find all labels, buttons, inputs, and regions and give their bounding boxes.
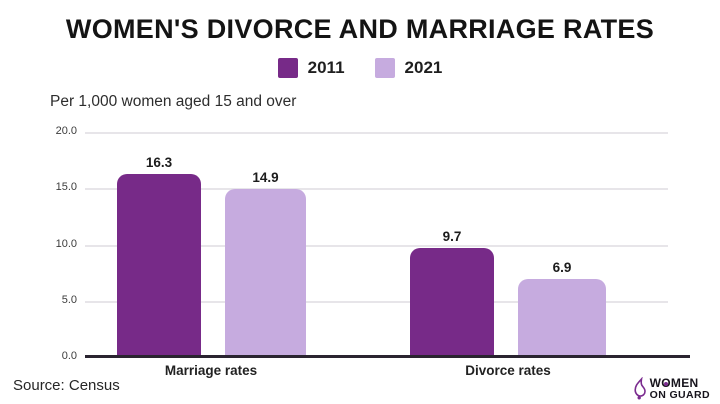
logo-line1: WOMEN — [650, 377, 710, 389]
bar — [410, 247, 494, 357]
bar-value-label: 6.9 — [552, 260, 572, 276]
bar-divorce-2011: 9.7 — [410, 132, 494, 357]
y-tick-15: 15.0 — [55, 181, 77, 193]
bar-value-label: 9.7 — [442, 228, 462, 244]
legend-label-2021: 2021 — [404, 58, 443, 77]
legend-item-2011: 2011 — [277, 58, 345, 78]
bar-marriage-2021: 14.9 — [225, 132, 306, 357]
bar-value-label: 14.9 — [252, 170, 279, 186]
bar-value-label: 16.3 — [145, 154, 173, 170]
x-axis-line — [85, 355, 690, 358]
o-dot-icon — [664, 381, 669, 386]
chart-subtitle: Per 1,000 women aged 15 and over — [50, 93, 297, 110]
y-tick-20: 20.0 — [55, 125, 77, 137]
gridline-5 — [85, 301, 668, 303]
logo-letter: W — [649, 376, 662, 391]
plot-area: 20.0 15.0 10.0 5.0 0.0 16.3 14.9 9.7 6.9… — [56, 125, 690, 378]
y-tick-10: 10.0 — [55, 238, 77, 250]
y-tick-0: 0.0 — [61, 350, 77, 362]
category-label-divorce: Divorce rates — [465, 363, 551, 378]
gridline-20 — [85, 132, 668, 134]
logo-line2: ON GUARD — [649, 389, 710, 402]
bar — [117, 173, 201, 357]
legend-swatch-2021 — [374, 58, 395, 78]
legend-label-2011: 2011 — [307, 58, 345, 77]
source-credit: Source: Census — [13, 377, 120, 394]
bar-divorce-2021: 6.9 — [518, 132, 606, 357]
legend-swatch-2011 — [277, 58, 298, 78]
logo-text: WOMEN ON GUARD — [650, 377, 710, 401]
bar — [518, 279, 606, 357]
bar-marriage-2011: 16.3 — [117, 132, 201, 357]
women-on-guard-logo: WOMEN ON GUARD — [632, 376, 710, 401]
category-label-marriage: Marriage rates — [164, 363, 258, 378]
legend: 2011 2021 — [0, 58, 720, 78]
logo-letter-o: O — [661, 377, 671, 389]
gridline-10 — [85, 245, 668, 247]
logo-letters: MEN — [670, 376, 699, 391]
y-tick-5: 5.0 — [61, 294, 77, 306]
bar — [225, 189, 306, 357]
legend-item-2021: 2021 — [374, 58, 443, 78]
flame-hand-icon — [632, 376, 647, 401]
chart-title: WOMEN'S DIVORCE AND MARRIAGE RATES — [65, 14, 655, 44]
gridline-15 — [85, 188, 668, 190]
